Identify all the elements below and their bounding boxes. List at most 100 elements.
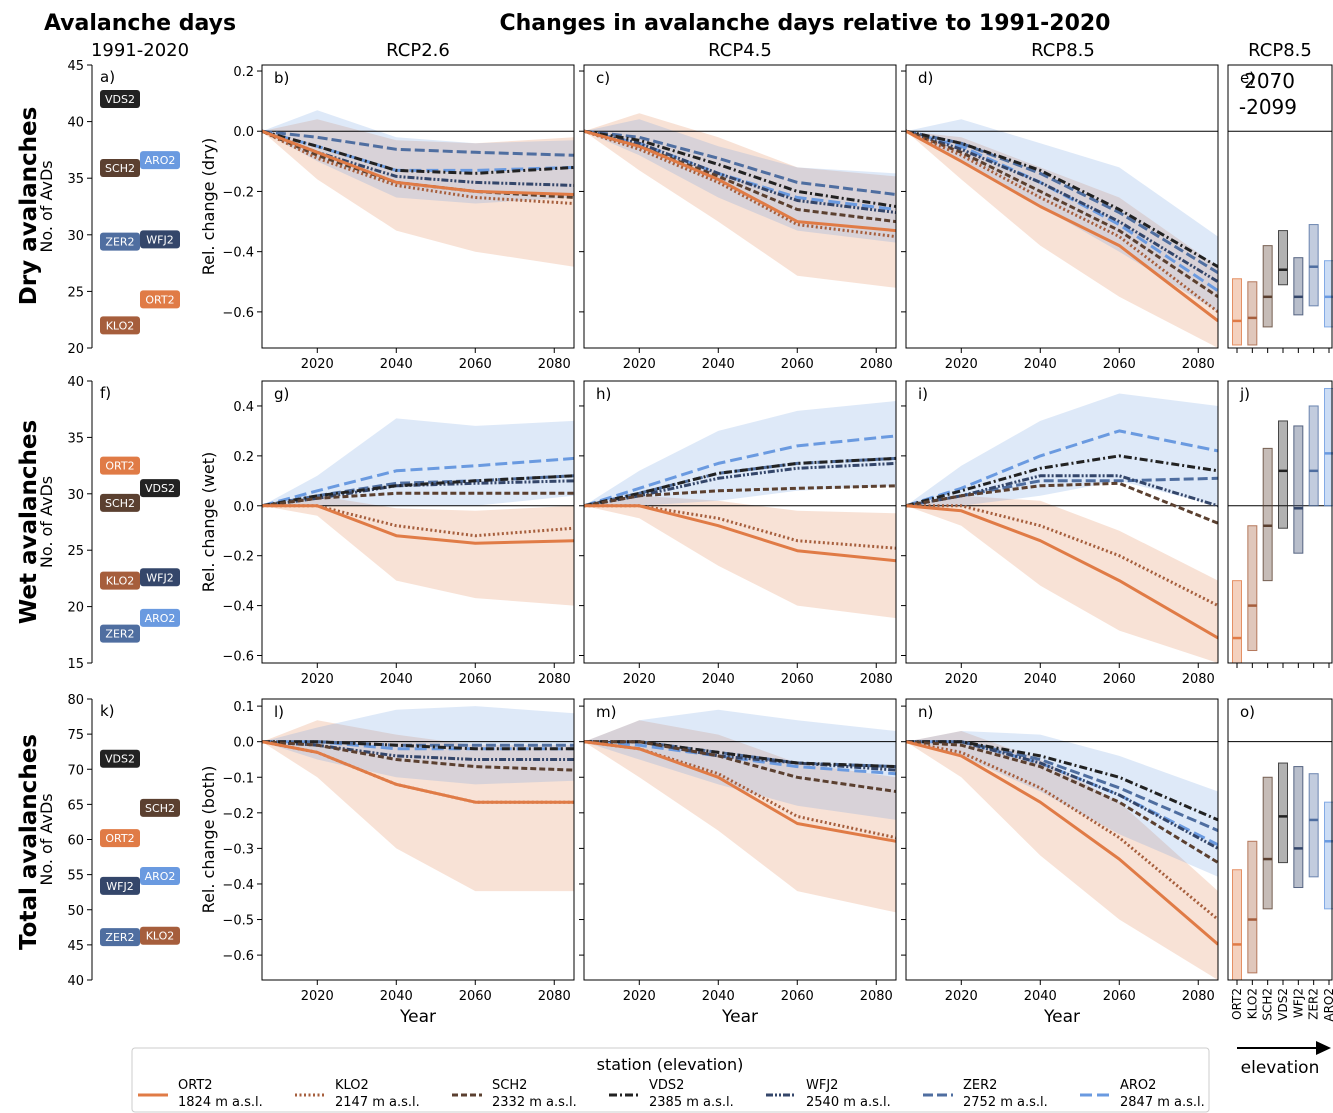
- uncertainty-band-ARO2: [906, 393, 1218, 506]
- panel-letter: i): [918, 385, 928, 403]
- range-box-ARO2: [1324, 801, 1333, 910]
- xlabel: Year: [721, 1007, 758, 1027]
- panel-frame: [261, 64, 575, 349]
- line-panel-n: 2020 2040 2060 2080 Year n): [901, 698, 1219, 1027]
- legend-item-KLO2: KLO2 2147 m a.s.l.: [295, 1078, 420, 1110]
- station-badge-label: VDS2: [105, 753, 135, 766]
- panel-frame: [261, 698, 575, 981]
- series-line-ORT2: [262, 504, 574, 545]
- range-box-WFJ2: [1293, 766, 1304, 889]
- avd-panel-k: 40 45 50 55 60 65 70 75 80 No. of AvDs k) VDS2 SCH2 O…: [37, 693, 180, 989]
- box-category-label: VDS2: [1276, 988, 1290, 1021]
- box-category-label: ZER2: [1307, 988, 1321, 1020]
- station-badge-label: KLO2: [106, 319, 135, 332]
- station-badge-label: WFJ2: [146, 571, 173, 584]
- series-line-SCH2: [906, 481, 1218, 525]
- xtick-label: 2060: [1103, 989, 1136, 1004]
- xtick-label: 2060: [459, 989, 492, 1004]
- ytick-label: −0.6: [222, 650, 254, 665]
- xtick-label: 2080: [538, 989, 571, 1004]
- series-line-KLO2: [906, 129, 1218, 314]
- row-title-total: Total avalanches: [16, 734, 42, 950]
- line-panel-h: 2020 2040 2060 2080 h): [579, 380, 897, 687]
- xtick-label: 2060: [1103, 672, 1136, 687]
- legend-item-WFJ2: WFJ2 2540 m a.s.l.: [766, 1078, 891, 1110]
- legend-station: WFJ2: [806, 1078, 838, 1093]
- series-line-SCH2: [262, 491, 574, 508]
- series-line-ORT2: [906, 740, 1218, 946]
- ytick-label: −0.2: [222, 807, 254, 822]
- avd-ytick-label: 40: [67, 974, 84, 989]
- xtick-label: 2020: [301, 357, 334, 372]
- station-badge-label: ARO2: [145, 154, 176, 167]
- legend-item-VDS2: VDS2 2385 m a.s.l.: [609, 1078, 734, 1110]
- xtick-label: 2080: [860, 989, 893, 1004]
- panel-letter: n): [918, 703, 933, 721]
- series-line-KLO2: [262, 129, 574, 205]
- series-line-ORT2: [584, 504, 896, 563]
- uncertainty-band-ORT2: [906, 131, 1218, 348]
- ytick-label: −0.4: [222, 878, 254, 893]
- xtick-label: 2080: [538, 357, 571, 372]
- panel-letter: h): [596, 385, 611, 403]
- panel-frame: [1227, 380, 1333, 664]
- elevation-arrow-head: [1316, 1041, 1331, 1055]
- xtick-label: 2060: [781, 989, 814, 1004]
- box-category-label: SCH2: [1261, 988, 1275, 1021]
- xtick-label: 2020: [945, 672, 978, 687]
- station-badge-VDS2: [100, 89, 140, 108]
- legend-elevation: 2332 m a.s.l.: [492, 1095, 577, 1110]
- range-box-ARO2: [1324, 260, 1333, 328]
- series-line-SCH2: [584, 484, 896, 508]
- panel-frame: [583, 698, 897, 981]
- station-badge-label: KLO2: [146, 930, 175, 943]
- uncertainty-band-ORT2: [262, 495, 574, 606]
- ytick-label: −0.4: [222, 246, 254, 261]
- xtick-label: 2060: [781, 672, 814, 687]
- series-line-WFJ2: [906, 129, 1218, 284]
- range-box-SCH2: [1262, 447, 1273, 582]
- uncertainty-band-ORT2: [906, 731, 1218, 980]
- plot-area: [906, 731, 1218, 980]
- series-line-KLO2: [584, 129, 896, 239]
- ytick-label: −0.3: [222, 842, 254, 857]
- series-line-VDS2: [262, 474, 574, 508]
- ytick-label: 0.1: [233, 700, 254, 715]
- series-line-SCH2: [584, 740, 896, 793]
- range-box-VDS2: [1278, 420, 1288, 529]
- xtick-label: 2040: [1024, 672, 1057, 687]
- xtick-label: 2020: [945, 357, 978, 372]
- legend-elevation: 2147 m a.s.l.: [335, 1095, 420, 1110]
- avd-ytick-label: 30: [67, 229, 84, 244]
- main-title: Changes in avalanche days relative to 19…: [500, 11, 1111, 36]
- station-badge-label: ARO2: [145, 612, 176, 625]
- legend-elevation: 1824 m a.s.l.: [178, 1095, 263, 1110]
- ytick-label: −0.4: [222, 600, 254, 615]
- series-line-KLO2: [906, 740, 1218, 921]
- panel-letter: g): [274, 385, 289, 403]
- panel-frame: [261, 380, 575, 664]
- avd-ytick-label: 35: [67, 431, 84, 446]
- ytick-label: 0.2: [233, 65, 254, 80]
- avd-ylabel: No. of AvDs: [37, 476, 56, 568]
- plot-area: [584, 709, 896, 913]
- rel-change-ylabel: Rel. change (both): [199, 766, 218, 914]
- series-line-ARO2: [584, 434, 896, 508]
- xtick-label: 2040: [1024, 989, 1057, 1004]
- avd-ytick-label: 25: [67, 544, 84, 559]
- left-period-label: 1991-2020: [91, 40, 189, 61]
- line-panel-d: 2020 2040 2060 2080 d): [901, 64, 1219, 372]
- legend-item-SCH2: SCH2 2332 m a.s.l.: [452, 1078, 577, 1110]
- rel-change-ylabel: Rel. change (dry): [199, 138, 218, 276]
- range-box-VDS2: [1278, 230, 1288, 286]
- box-category-label: WFJ2: [1291, 988, 1305, 1018]
- xtick-label: 2060: [1103, 357, 1136, 372]
- left-title: Avalanche days: [44, 11, 236, 36]
- panel-letter: c): [596, 69, 610, 87]
- range-box-ORT2: [1232, 869, 1242, 981]
- ytick-label: −0.2: [222, 185, 254, 200]
- xtick-label: 2080: [860, 357, 893, 372]
- plot-area: [906, 393, 1218, 663]
- series-line-ORT2: [906, 504, 1218, 640]
- station-badge-WFJ2: [100, 876, 140, 895]
